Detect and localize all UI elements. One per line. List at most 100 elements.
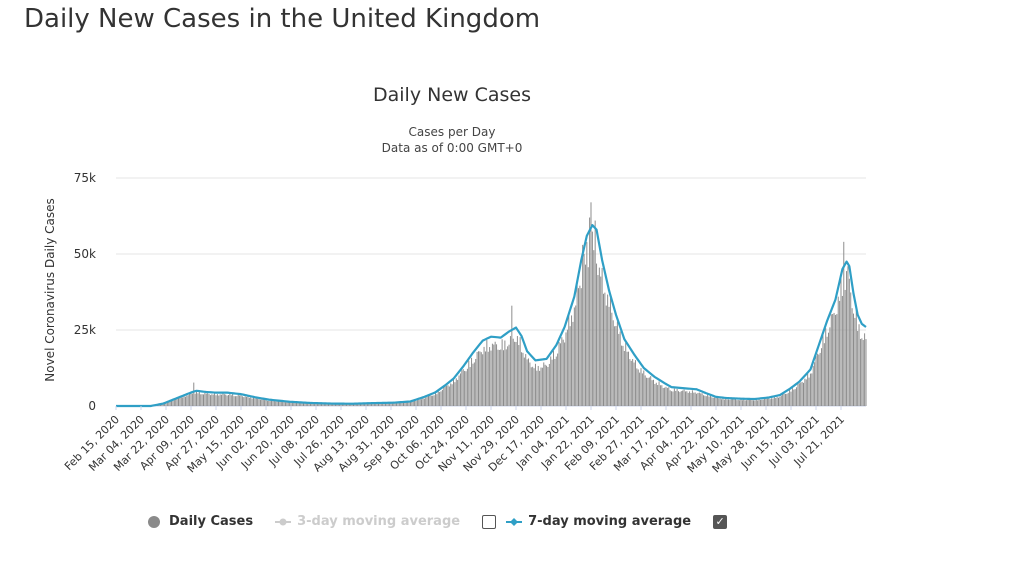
bar[interactable] — [364, 403, 366, 406]
bar[interactable] — [715, 397, 717, 406]
bar[interactable] — [636, 368, 638, 406]
bar[interactable] — [643, 370, 645, 406]
bar[interactable] — [389, 403, 391, 406]
bar[interactable] — [323, 403, 325, 406]
bar[interactable] — [215, 395, 217, 406]
bar[interactable] — [665, 386, 667, 406]
bar[interactable] — [247, 395, 249, 406]
bar[interactable] — [471, 357, 473, 406]
bar[interactable] — [615, 326, 617, 406]
bar[interactable] — [718, 398, 720, 406]
bar[interactable] — [819, 352, 821, 406]
bar[interactable] — [751, 400, 753, 406]
bar[interactable] — [476, 351, 478, 406]
bar[interactable] — [711, 397, 713, 406]
bar[interactable] — [337, 403, 339, 406]
bar[interactable] — [851, 308, 853, 406]
bar[interactable] — [451, 384, 453, 406]
bar[interactable] — [659, 385, 661, 406]
bar[interactable] — [286, 401, 288, 406]
bar[interactable] — [559, 343, 561, 406]
bar[interactable] — [269, 401, 271, 406]
bar[interactable] — [498, 349, 500, 406]
bar[interactable] — [419, 398, 421, 406]
bar[interactable] — [579, 285, 581, 406]
bar[interactable] — [830, 314, 832, 406]
bar[interactable] — [598, 267, 600, 406]
bar[interactable] — [391, 403, 393, 406]
bar[interactable] — [326, 403, 328, 406]
bar[interactable] — [816, 353, 818, 406]
bar[interactable] — [440, 391, 442, 406]
bar[interactable] — [698, 392, 700, 406]
bar[interactable] — [333, 404, 335, 406]
bar[interactable] — [447, 385, 449, 406]
bar[interactable] — [783, 393, 785, 406]
bar[interactable] — [744, 400, 746, 406]
bar[interactable] — [573, 307, 575, 406]
bar[interactable] — [443, 387, 445, 406]
bar[interactable] — [380, 403, 382, 406]
bar[interactable] — [805, 379, 807, 406]
bar[interactable] — [230, 395, 232, 406]
bar[interactable] — [722, 398, 724, 406]
bar[interactable] — [621, 345, 623, 406]
bar[interactable] — [739, 400, 741, 406]
bar[interactable] — [640, 368, 642, 406]
bar[interactable] — [266, 400, 268, 406]
bar[interactable] — [857, 330, 859, 406]
bar[interactable] — [353, 403, 354, 406]
bar[interactable] — [284, 402, 286, 406]
bar[interactable] — [614, 326, 616, 406]
bar[interactable] — [459, 373, 461, 406]
bar[interactable] — [622, 345, 624, 406]
bar[interactable] — [362, 403, 364, 406]
bar[interactable] — [197, 393, 199, 406]
bar[interactable] — [194, 393, 196, 406]
bar[interactable] — [455, 378, 457, 406]
bar[interactable] — [568, 314, 570, 406]
bar[interactable] — [519, 337, 521, 406]
bar[interactable] — [411, 401, 413, 406]
legend-item-7day-average[interactable]: 7-day moving average — [506, 514, 691, 529]
bar[interactable] — [166, 402, 168, 406]
bar[interactable] — [241, 396, 243, 406]
bar[interactable] — [732, 399, 734, 406]
bar[interactable] — [532, 366, 534, 406]
bar[interactable] — [764, 398, 766, 406]
bar[interactable] — [458, 375, 460, 406]
bar[interactable] — [237, 394, 239, 406]
bar[interactable] — [179, 397, 181, 406]
bar[interactable] — [680, 391, 682, 406]
bar[interactable] — [511, 305, 513, 406]
bar[interactable] — [591, 231, 593, 406]
bar[interactable] — [741, 400, 743, 406]
bar[interactable] — [534, 363, 536, 406]
bar[interactable] — [289, 401, 291, 406]
bar[interactable] — [386, 403, 388, 406]
bar[interactable] — [697, 392, 699, 406]
bar[interactable] — [619, 331, 621, 406]
bar[interactable] — [233, 396, 235, 406]
bar[interactable] — [793, 389, 795, 406]
bar[interactable] — [236, 396, 238, 406]
bar[interactable] — [283, 401, 285, 406]
bar[interactable] — [539, 370, 541, 406]
bar[interactable] — [562, 339, 564, 406]
bar[interactable] — [700, 393, 702, 406]
bar[interactable] — [714, 397, 716, 406]
bar[interactable] — [533, 368, 535, 406]
bar[interactable] — [733, 399, 735, 406]
bar[interactable] — [557, 353, 559, 406]
bar[interactable] — [372, 403, 374, 406]
bar[interactable] — [625, 342, 627, 406]
bar[interactable] — [865, 339, 867, 406]
bar[interactable] — [509, 336, 511, 406]
bar[interactable] — [736, 400, 738, 406]
bar[interactable] — [441, 389, 443, 406]
bar[interactable] — [737, 399, 739, 406]
bar[interactable] — [314, 403, 316, 406]
bar[interactable] — [708, 396, 710, 406]
bar[interactable] — [637, 369, 639, 406]
bar[interactable] — [748, 399, 750, 406]
